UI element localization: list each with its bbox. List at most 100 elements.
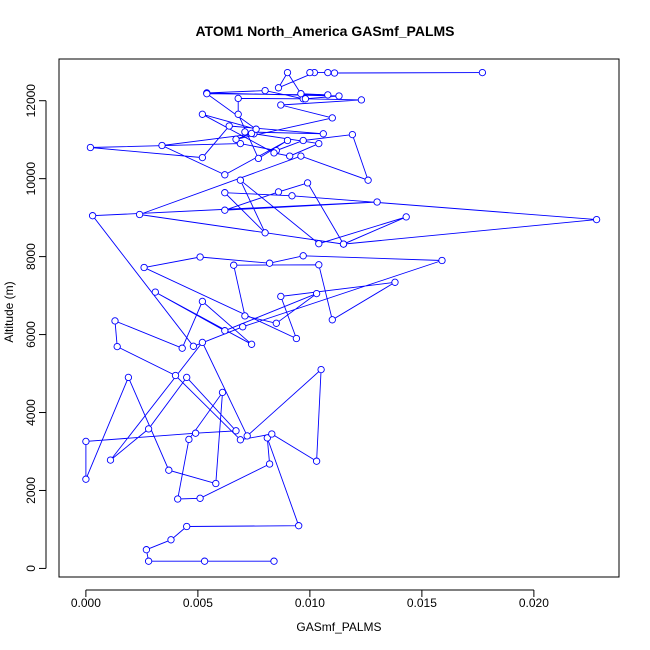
data-point <box>241 128 249 136</box>
data-point <box>391 278 399 286</box>
y-tick-label: 0 <box>24 565 38 572</box>
data-point <box>339 240 348 248</box>
data-point <box>239 323 247 331</box>
data-point <box>196 253 204 261</box>
data-point <box>373 198 381 206</box>
data-point <box>402 213 410 221</box>
data-point <box>315 261 323 269</box>
data-point <box>277 101 285 109</box>
data-point <box>324 68 332 77</box>
data-point <box>234 110 242 118</box>
data-point <box>218 388 227 397</box>
data-point <box>317 365 325 374</box>
data-point <box>124 373 133 382</box>
y-tick-label: 8000 <box>24 243 38 270</box>
data-point <box>140 263 148 272</box>
data-point <box>328 316 336 324</box>
data-point <box>236 176 245 184</box>
chart-title: ATOM1 North_America GASmf_PALMS <box>195 23 454 39</box>
x-axis-label: GASmf_PALMS <box>296 620 381 634</box>
data-point <box>254 154 263 163</box>
data-point <box>478 68 487 77</box>
data-point <box>200 557 209 565</box>
data-point <box>247 340 256 348</box>
data-point <box>348 130 357 139</box>
data-point <box>270 149 278 157</box>
data-point <box>272 319 280 327</box>
data-point <box>167 536 175 544</box>
data-point <box>312 457 321 465</box>
data-point <box>142 546 151 554</box>
data-point <box>158 141 166 150</box>
x-tick-label: 0.010 <box>295 596 325 610</box>
data-point <box>315 139 323 148</box>
data-point <box>330 69 339 77</box>
data-point <box>263 434 271 442</box>
data-point <box>189 342 198 350</box>
data-point <box>198 110 207 118</box>
data-point <box>221 206 229 214</box>
data-point <box>203 90 211 98</box>
data-point <box>247 129 256 138</box>
x-tick-label: 0.020 <box>519 596 549 610</box>
data-point <box>261 86 269 95</box>
data-point <box>364 176 372 184</box>
data-point <box>270 557 278 565</box>
data-point <box>236 139 245 148</box>
data-point <box>165 466 173 474</box>
y-tick-label: 4000 <box>24 399 38 426</box>
data-point <box>236 436 245 444</box>
data-point <box>268 430 276 438</box>
data-point <box>221 171 229 179</box>
data-point <box>241 312 249 320</box>
data-point <box>286 152 294 160</box>
x-tick-label: 0.000 <box>71 596 101 610</box>
data-point <box>144 425 153 433</box>
plot-frame <box>58 58 620 578</box>
data-point <box>265 259 274 267</box>
data-point <box>106 456 115 464</box>
data-point <box>151 288 159 296</box>
data-point <box>283 68 292 77</box>
y-tick-label: 2000 <box>24 477 38 504</box>
data-point <box>232 135 240 143</box>
data-point <box>225 122 233 130</box>
x-tick-label: 0.015 <box>407 596 437 610</box>
data-point <box>274 84 283 92</box>
data-point <box>198 338 207 347</box>
data-point <box>88 212 97 220</box>
data-point <box>198 297 207 306</box>
data-point <box>221 189 229 197</box>
data-point <box>274 188 283 196</box>
data-point <box>243 432 251 440</box>
data-point <box>297 152 305 160</box>
data-point <box>312 289 321 298</box>
data-point <box>230 261 238 269</box>
data-point <box>191 429 200 437</box>
data-point <box>303 179 312 187</box>
y-axis: 0 2000 4000 6000 8000 10000 12000 <box>24 84 47 572</box>
data-point <box>183 522 191 531</box>
data-point <box>319 130 327 138</box>
data-point <box>196 494 204 502</box>
data-point <box>82 437 90 446</box>
plot-area <box>82 68 601 565</box>
data-point <box>234 94 242 103</box>
data-point <box>261 229 269 237</box>
data-point <box>174 495 182 503</box>
data-point <box>335 92 343 100</box>
data-point <box>265 460 274 468</box>
data-point <box>252 125 260 133</box>
data-point <box>438 256 446 265</box>
data-point <box>113 342 121 351</box>
data-point <box>315 240 323 248</box>
y-tick-label: 6000 <box>24 321 38 348</box>
data-point <box>592 215 601 224</box>
data-point <box>135 210 144 219</box>
data-point <box>283 136 292 145</box>
data-point <box>185 435 193 444</box>
data-point <box>232 427 240 435</box>
data-point <box>111 317 119 325</box>
data-point <box>299 252 307 260</box>
